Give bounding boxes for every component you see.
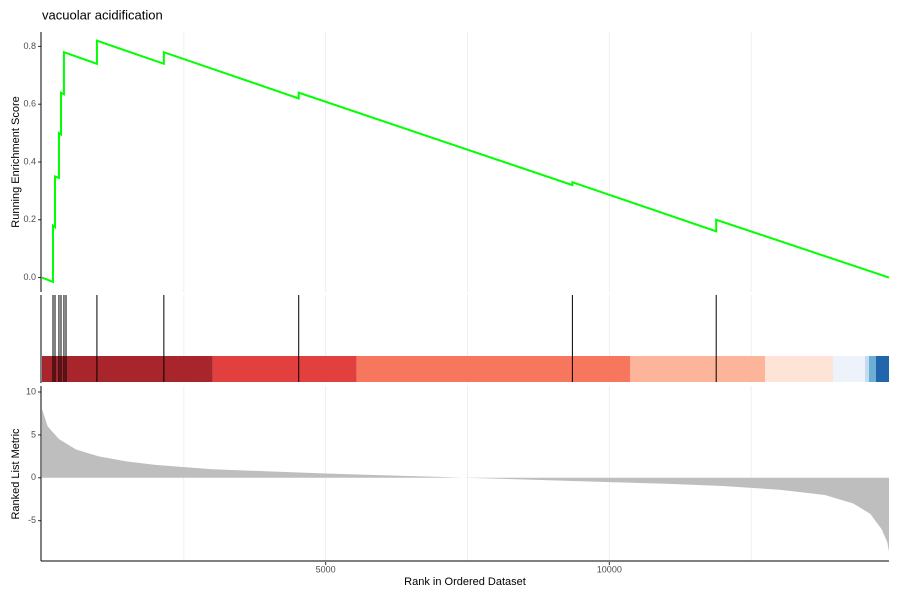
y-tick-label: 0 bbox=[31, 472, 36, 482]
y-axis-title: Running Enrichment Score bbox=[10, 96, 22, 227]
y-tick-label: 5 bbox=[31, 429, 36, 439]
y-tick-label: 0.6 bbox=[23, 99, 36, 109]
color-bar-segment bbox=[875, 356, 889, 382]
y-tick-label: 0.0 bbox=[23, 272, 36, 282]
y-tick-label: -5 bbox=[28, 515, 36, 525]
color-bar-segment bbox=[212, 356, 357, 382]
color-bar-segment bbox=[833, 356, 866, 382]
ranked-metric-area bbox=[42, 409, 889, 552]
x-axis-title: Rank in Ordered Dataset bbox=[404, 576, 526, 588]
x-tick-label: 10000 bbox=[597, 564, 622, 574]
y-tick-label: 0.2 bbox=[23, 214, 36, 224]
color-bar-segment bbox=[868, 356, 876, 382]
color-bar-segment bbox=[765, 356, 834, 382]
color-bar-segment bbox=[356, 356, 631, 382]
chart-title: vacuolar acidification bbox=[42, 7, 163, 22]
color-bar-segment bbox=[630, 356, 766, 382]
y-tick-label: 10 bbox=[26, 386, 36, 396]
running-score-line bbox=[41, 39, 890, 284]
color-bar-segment bbox=[42, 356, 213, 382]
color-bar-segment bbox=[865, 356, 869, 382]
x-tick-label: 5000 bbox=[316, 564, 336, 574]
y-tick-label: 0.8 bbox=[23, 41, 36, 51]
y-tick-label: 0.4 bbox=[23, 156, 36, 166]
y-axis-title: Ranked List Metric bbox=[10, 428, 22, 520]
